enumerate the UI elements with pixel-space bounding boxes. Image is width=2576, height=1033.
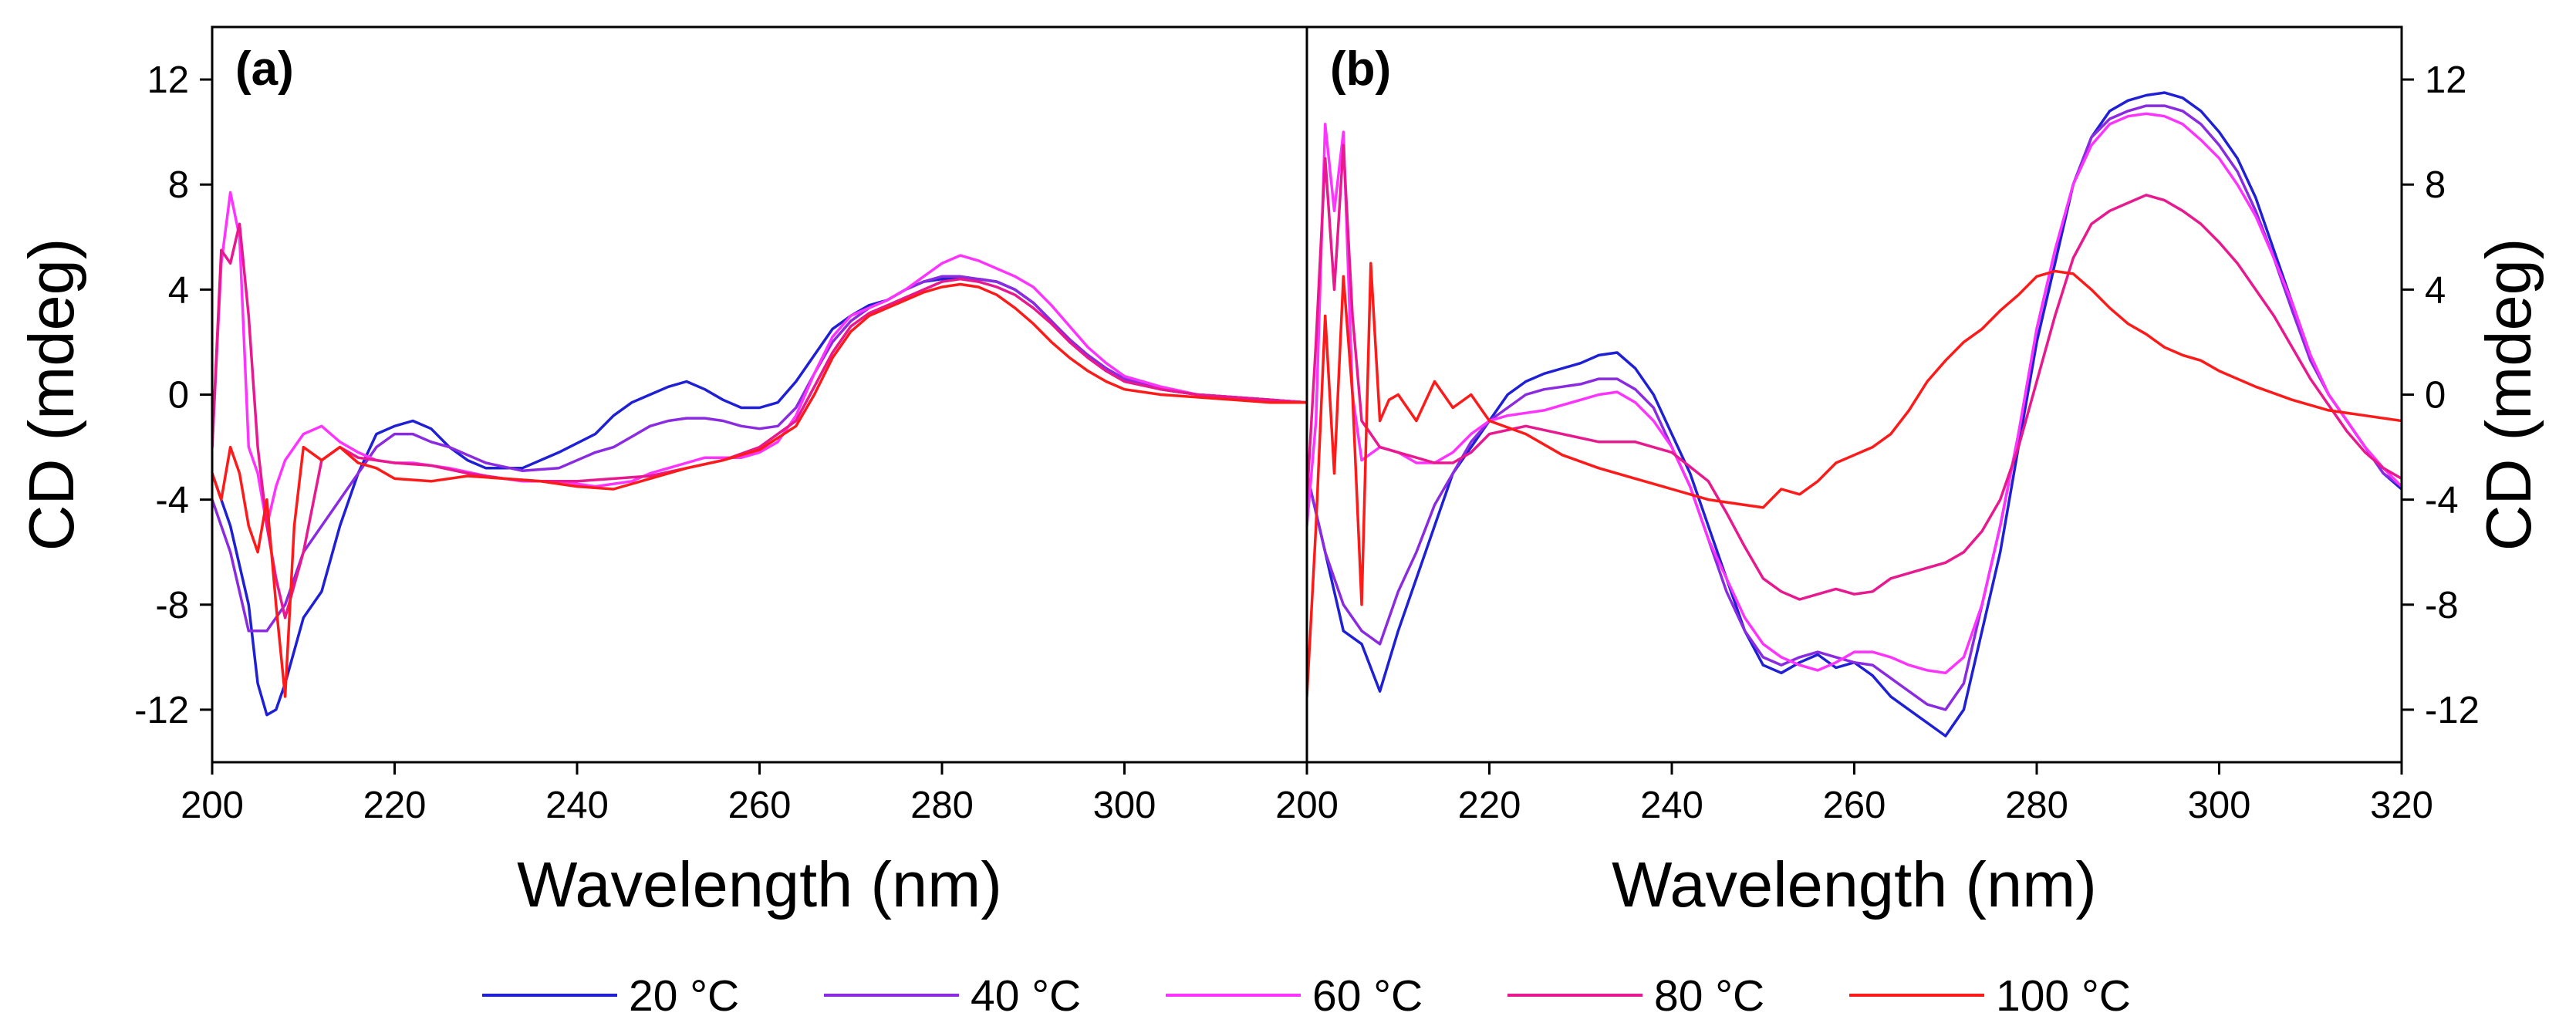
x-axis-title: Wavelength (nm) — [517, 849, 1002, 920]
y-tick-label: -8 — [2425, 585, 2459, 626]
legend-item: 40 °C — [824, 971, 1081, 1021]
series-line-80Cc-panel-b — [1307, 143, 2402, 601]
legend-item: 80 °C — [1507, 971, 1764, 1021]
x-tick-label: 260 — [728, 785, 792, 826]
y-tick-label: 4 — [2425, 269, 2446, 311]
x-tick-label: 320 — [2370, 785, 2433, 826]
y-tick-label: -4 — [2425, 480, 2459, 522]
series-line-20Cc-panel-a — [212, 277, 1307, 717]
y-tick-label: 8 — [168, 164, 189, 206]
series-line-40Cc-panel-b — [1307, 104, 2402, 711]
panel-label: (a) — [235, 42, 294, 96]
x-tick-label: 240 — [1640, 785, 1703, 826]
legend-label: 100 °C — [1996, 971, 2131, 1021]
series-line-20Cc-panel-b — [1307, 91, 2402, 738]
plot-frame — [211, 25, 1308, 764]
y-tick-label: 4 — [168, 269, 189, 311]
series-line-60Cc-panel-b — [1307, 112, 2402, 675]
y-tick-label: -12 — [2425, 690, 2480, 731]
series-line-80Cc-panel-a — [212, 222, 1307, 619]
y-tick-label: 8 — [2425, 164, 2446, 206]
y-axis-title: CD (mdeg) — [2473, 238, 2544, 552]
series-line-60Cc-panel-a — [212, 191, 1307, 528]
y-axis-title: CD (mdeg) — [15, 238, 87, 552]
x-tick-label: 260 — [1823, 785, 1886, 826]
panel-a: 200 220 240 260 280 300 -12 -8 -4 0 4 8 12 (a) Wavelen… — [15, 25, 1308, 920]
x-tick-label: 300 — [1093, 785, 1156, 826]
x-tick-label: 280 — [910, 785, 974, 826]
legend-label: 60 °C — [1312, 971, 1423, 1021]
series-line-100Cc-panel-a — [212, 282, 1307, 698]
legend-label: 40 °C — [971, 971, 1081, 1021]
x-tick-label: 240 — [545, 785, 609, 826]
series-line-100Cc-panel-b — [1307, 262, 2402, 698]
x-tick-label: 220 — [363, 785, 427, 826]
y-tick-label: -4 — [155, 480, 189, 522]
x-tick-label: 220 — [1458, 785, 1521, 826]
legend-item: 100 °C — [1849, 971, 2131, 1021]
y-tick-label: 0 — [168, 375, 189, 417]
x-tick-label: 200 — [181, 785, 244, 826]
x-tick-label: 200 — [1275, 785, 1339, 826]
y-tick-label: 0 — [2425, 375, 2446, 417]
legend-item: 20 °C — [482, 971, 739, 1021]
panel-b: 200 220 240 260 280 300 320 -12 -8 -4 0 4 8 12 (b) Wave… — [1275, 25, 2544, 920]
y-tick-label: 12 — [147, 59, 189, 101]
y-tick-label: -8 — [155, 585, 189, 626]
y-tick-label: 12 — [2425, 59, 2467, 101]
series-line-40Cc-panel-a — [212, 275, 1307, 633]
x-tick-label: 300 — [2188, 785, 2251, 826]
legend-label: 20 °C — [629, 971, 739, 1021]
panel-label: (b) — [1330, 42, 1391, 96]
legend: 20 °C 40 °C 60 °C 80 °C 100 °C — [482, 971, 2131, 1021]
x-tick-label: 280 — [2005, 785, 2068, 826]
y-tick-label: -12 — [134, 690, 189, 731]
x-axis-title: Wavelength (nm) — [1612, 849, 2097, 920]
legend-label: 80 °C — [1654, 971, 1764, 1021]
legend-item: 60 °C — [1166, 971, 1423, 1021]
